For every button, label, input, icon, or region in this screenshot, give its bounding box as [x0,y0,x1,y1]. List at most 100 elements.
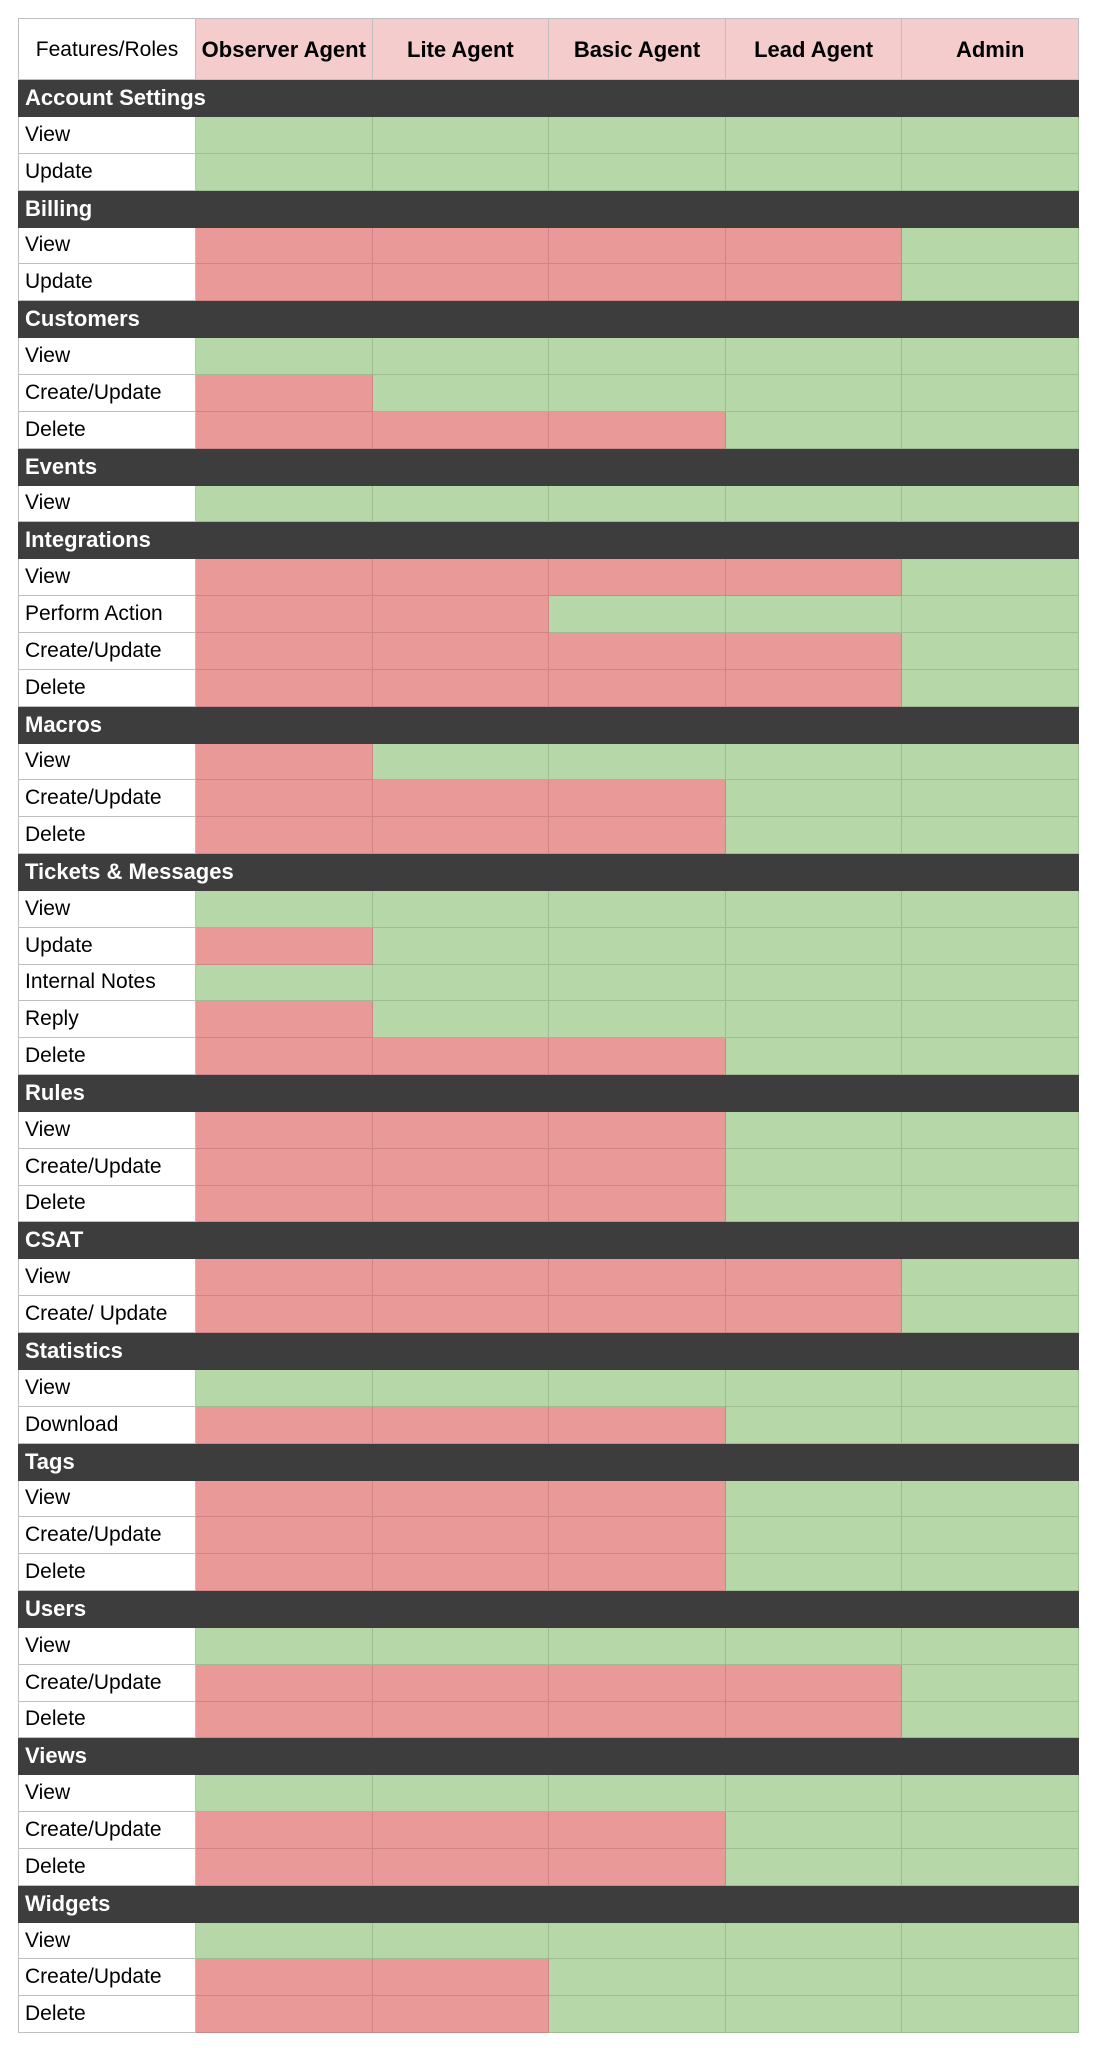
access-cell-lite-agent-denied [371,668,550,707]
access-cell-basic-agent-denied [548,1479,726,1518]
section-row-widgets: Widgets [18,1884,1079,1923]
feature-label: Internal Notes [18,963,196,1002]
access-cell-lite-agent-denied [371,226,550,265]
permission-row: Create/Update [18,1958,1079,1997]
access-cell-lite-agent-allowed [371,1921,550,1960]
access-cell-lite-agent-denied [371,1553,550,1591]
permission-row: Create/Update [18,779,1079,818]
access-cell-admin-allowed [901,484,1079,523]
access-cell-lead-agent-allowed [724,816,903,854]
access-cell-basic-agent-allowed [548,337,726,375]
access-cell-admin-allowed [901,1921,1079,1960]
permission-row: Create/Update [18,631,1079,670]
access-cell-lite-agent-allowed [371,889,550,928]
permission-row: Delete [18,1037,1079,1075]
access-cell-admin-allowed [901,1295,1079,1333]
access-cell-admin-allowed [901,1626,1079,1665]
access-cell-lite-agent-allowed [371,337,550,375]
access-cell-admin-allowed [901,889,1079,928]
access-cell-basic-agent-denied [548,1147,726,1186]
section-title: Tickets & Messages [18,852,1079,891]
feature-label: Create/Update [18,1516,196,1555]
access-cell-observer-agent-allowed [195,963,373,1002]
permission-row: View [18,484,1079,523]
feature-label: Delete [18,1847,196,1886]
access-cell-lead-agent-allowed [724,1479,903,1518]
access-cell-basic-agent-allowed [548,742,726,781]
feature-label: Create/Update [18,1958,196,1997]
permission-row: View [18,1258,1079,1297]
permission-row: View [18,1626,1079,1665]
access-cell-admin-allowed [901,1479,1079,1518]
section-title: Statistics [18,1331,1079,1370]
access-cell-lite-agent-allowed [371,963,550,1002]
access-cell-lite-agent-allowed [371,373,550,412]
access-cell-lead-agent-allowed [724,889,903,928]
permission-row: Delete [18,1847,1079,1886]
feature-label: Delete [18,1700,196,1739]
section-row-views: Views [18,1737,1079,1776]
access-cell-admin-allowed [901,1110,1079,1149]
feature-label: Update [18,263,196,302]
feature-label: View [18,742,196,781]
access-cell-basic-agent-denied [548,816,726,854]
feature-label: Update [18,152,196,191]
access-cell-lite-agent-denied [371,1184,550,1223]
permission-row: View [18,558,1079,597]
feature-label: View [18,1626,196,1665]
feature-label: View [18,337,196,375]
access-cell-lite-agent-allowed [371,742,550,781]
section-row-integrations: Integrations [18,521,1079,560]
access-cell-admin-allowed [901,963,1079,1002]
access-cell-admin-allowed [901,1000,1079,1039]
permission-row: View [18,742,1079,781]
access-cell-admin-allowed [901,742,1079,781]
feature-label: Create/Update [18,373,196,412]
access-cell-lead-agent-allowed [724,1037,903,1075]
permission-row: Create/Update [18,1147,1079,1186]
feature-label: View [18,889,196,928]
access-cell-admin-allowed [901,816,1079,854]
section-row-rules: Rules [18,1073,1079,1112]
access-cell-basic-agent-allowed [548,1995,726,2034]
access-cell-lite-agent-denied [371,816,550,854]
role-header-observer-agent: Observer Agent [195,18,373,80]
access-cell-lite-agent-denied [371,1811,550,1849]
access-cell-admin-allowed [901,410,1079,449]
feature-label: Create/Update [18,631,196,670]
access-cell-basic-agent-denied [548,1258,726,1297]
access-cell-basic-agent-denied [548,410,726,449]
access-cell-basic-agent-allowed [548,889,726,928]
access-cell-admin-allowed [901,1847,1079,1886]
section-title: Customers [18,300,1079,339]
access-cell-observer-agent-denied [195,631,373,670]
feature-label: Delete [18,668,196,707]
access-cell-lead-agent-allowed [724,152,903,191]
access-cell-lite-agent-allowed [371,1368,550,1407]
access-cell-admin-allowed [901,1774,1079,1813]
section-title: Macros [18,705,1079,744]
access-cell-lite-agent-denied [371,779,550,818]
feature-label: Delete [18,1037,196,1075]
feature-label: Delete [18,1995,196,2034]
access-cell-lite-agent-denied [371,558,550,597]
access-cell-lite-agent-allowed [371,926,550,965]
feature-label: Reply [18,1000,196,1039]
permission-row: Delete [18,816,1079,854]
role-header-basic-agent: Basic Agent [548,18,726,80]
access-cell-observer-agent-allowed [195,1774,373,1813]
access-cell-admin-allowed [901,373,1079,412]
access-cell-admin-allowed [901,337,1079,375]
access-cell-basic-agent-denied [548,1700,726,1739]
access-cell-observer-agent-denied [195,373,373,412]
access-cell-observer-agent-denied [195,1000,373,1039]
permission-row: View [18,1110,1079,1149]
section-row-macros: Macros [18,705,1079,744]
section-row-tags: Tags [18,1442,1079,1481]
access-cell-lite-agent-denied [371,1516,550,1555]
access-cell-lead-agent-allowed [724,1553,903,1591]
permission-row: Create/Update [18,1811,1079,1849]
permission-row: Create/Update [18,1663,1079,1702]
section-title: Integrations [18,521,1079,560]
permission-row: Internal Notes [18,963,1079,1002]
